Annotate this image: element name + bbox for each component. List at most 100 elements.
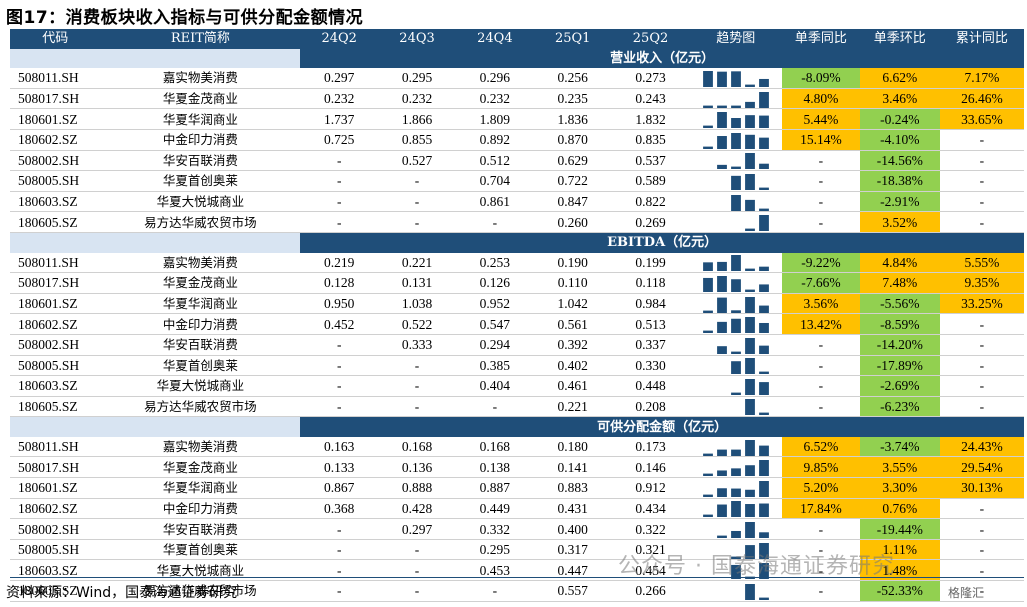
value-cell: 0.266 [611,580,690,602]
trend-bar [730,392,741,395]
trend-bar [730,565,741,580]
value-cell: 0.557 [533,580,612,602]
header-cell: 累计同比 [939,29,1024,49]
cumulative-yoy-cell: - [939,129,1024,151]
trend-cell [689,375,782,397]
source-note: 资料来源：Wind，国泰海通证券研究 [6,585,238,601]
value-cell: 0.952 [455,293,534,315]
value-cell: 1.836 [533,108,612,130]
name-cell: 易方达华威农贸市场 [100,396,301,418]
trend-bar [716,135,727,149]
value-cell: 0.295 [455,539,534,561]
name-cell: 中金印力消费 [100,313,301,335]
trend-bar [730,501,741,518]
trend-bar [730,194,741,211]
watermark-logo: 格隆汇 [948,586,985,600]
trend-cell [689,539,782,561]
table-row: 180605.SZ 易方达华威农贸市场 - - -0.221 0.208- -6.23% - [10,396,1024,418]
trend-bar [702,494,713,497]
header-cell: 单季环比 [859,29,940,49]
value-cell: - [378,539,456,561]
value-cell: 0.589 [611,170,690,192]
trend-bar [758,371,769,375]
figure-title: 图17：消费板块收入指标与可供分配金额情况 [6,8,364,28]
code-cell: 508011.SH [10,68,101,89]
trend-bar [758,215,769,232]
value-cell: 0.892 [455,129,534,151]
trend-bar [758,532,769,539]
trend-bar [716,112,727,129]
section-header-row: 营业收入（亿元） [10,48,1024,69]
qoq-cell: -18.38% [859,170,940,192]
table-row: 180601.SZ 华夏华润商业 0.867 0.888 0.887 0.883 0.912… [10,477,1024,499]
value-cell: 0.317 [533,539,612,561]
trend-bar [702,330,713,334]
trend-cell [689,396,782,418]
cumulative-yoy-cell: 29.54% [939,456,1024,479]
yoy-cell: 17.84% [782,498,860,520]
name-cell: 嘉实物美消费 [100,436,301,458]
table-row: 508005.SH 华夏首创奥莱 - -0.704 0.722 0.589- -18.38%… [10,170,1024,192]
section-header-row: 可供分配金额（亿元） [10,416,1024,437]
yoy-cell: - [782,396,860,418]
value-cell: - [378,580,456,602]
value-cell: 0.629 [533,150,612,172]
trend-bar [758,91,769,108]
trend-bar [758,345,769,354]
value-cell: - [300,191,379,213]
trend-bar [758,78,769,87]
table-row: 180602.SZ 中金印力消费 0.725 0.855 0.892 0.870 0.835… [10,129,1024,151]
value-cell: 0.297 [300,68,379,89]
value-cell: - [300,396,379,418]
trend-bar [744,153,755,170]
trend-bar [758,208,769,211]
value-cell: 0.141 [533,456,612,479]
trend-bar [758,137,769,149]
trend-bar [730,105,741,108]
yoy-cell: - [782,170,860,192]
trend-cell [689,170,782,192]
header-cell: 代码 [10,29,101,49]
yoy-cell: 6.52% [782,436,860,458]
name-cell: 华夏首创奥莱 [100,170,301,192]
value-cell: - [378,355,456,377]
trend-bar [744,296,755,313]
table-row: 508002.SH 华安百联消费 -0.333 0.294 0.392 0.337- -14… [10,334,1024,356]
table-row: 508011.SH 嘉实物美消费 0.297 0.295 0.296 0.256 0.273… [10,68,1024,89]
trend-bar [702,515,713,518]
value-cell: 0.887 [455,477,534,499]
value-cell: 0.704 [455,170,534,192]
trend-bar [744,173,755,190]
trend-bar [744,337,755,354]
value-cell: 0.136 [378,456,456,479]
cumulative-yoy-cell: 30.13% [939,477,1024,499]
qoq-cell: -17.89% [859,355,940,377]
qoq-cell: -2.91% [859,191,940,213]
trend-bar [758,187,769,190]
trend-bar [744,544,755,559]
value-cell: 0.561 [533,313,612,335]
table-row: 180603.SZ 华夏大悦城商业 - -0.453 0.447 0.454-1.48% - [10,559,1024,582]
value-cell: 0.221 [533,396,612,418]
yoy-cell: - [782,355,860,377]
table-row: 180605.SZ 易方达华威农贸市场 - - -0.557 0.266- -52.33% - [10,580,1024,602]
trend-bar [744,522,755,539]
yoy-cell: 4.80% [782,88,860,110]
trend-bar [744,268,755,272]
value-cell: - [300,539,379,561]
trend-bar [702,453,713,456]
trend-sparkline [730,173,769,190]
section-spacer [10,232,301,253]
cumulative-yoy-cell: 33.25% [939,293,1024,315]
value-cell: 0.527 [378,150,456,172]
trend-bar [758,597,769,600]
qoq-cell: -14.56% [859,150,940,172]
name-cell: 华夏首创奥莱 [100,355,301,377]
name-cell: 中金印力消费 [100,498,301,520]
header-cell: 25Q2 [611,29,690,49]
section-spacer [10,416,301,437]
value-cell: 0.912 [611,477,690,499]
trend-sparkline [730,563,769,580]
trend-cell [689,456,782,479]
trend-sparkline [744,215,769,232]
